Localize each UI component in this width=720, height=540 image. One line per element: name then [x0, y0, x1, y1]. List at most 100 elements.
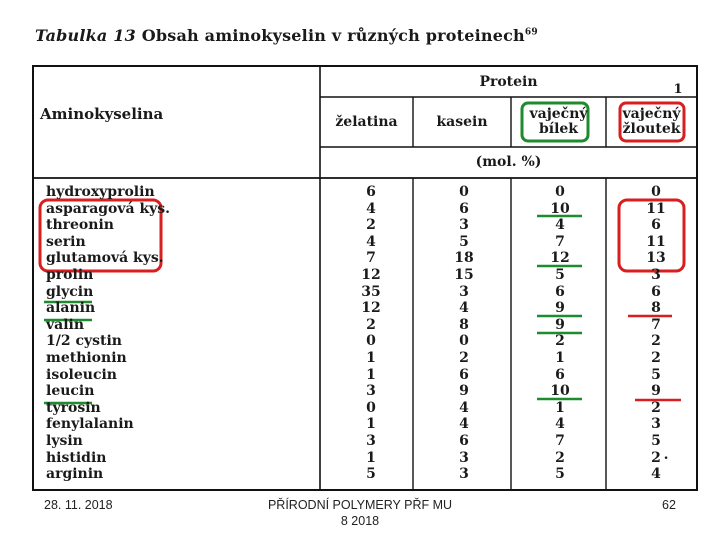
- footer-title-line2: 8 2018: [340, 514, 380, 528]
- table-cell: 7: [555, 433, 565, 449]
- table-cell: 1: [366, 416, 376, 433]
- footer-date: 28. 11. 2018: [44, 498, 113, 512]
- table-cell: 3: [651, 416, 661, 433]
- table-cell: 3: [459, 449, 469, 466]
- table-cell: 6: [555, 366, 565, 383]
- table-cell: 3: [459, 217, 469, 234]
- table-cell: 12: [550, 250, 570, 267]
- row-label: glycin: [46, 283, 94, 300]
- amino-header: Aminokyselina: [40, 105, 164, 123]
- table-cell: 5: [555, 466, 565, 483]
- table-cell: 13: [646, 250, 666, 267]
- row-label: lysin: [46, 433, 83, 449]
- table-cell: 1: [366, 366, 376, 383]
- table-cell: 2: [366, 217, 376, 234]
- red-box-zloutek-values: [617, 198, 686, 273]
- table-cell: 4: [651, 466, 661, 483]
- table-cell: 3: [651, 267, 661, 283]
- row-label: asparagová kys.: [46, 200, 171, 217]
- table-cell: 15: [454, 267, 474, 283]
- table-cell: 8: [651, 300, 661, 317]
- row-label: leucin: [46, 383, 95, 400]
- table-cell: 1: [366, 449, 376, 466]
- col-kasein: kasein: [436, 114, 488, 130]
- protein-header: Protein: [479, 74, 538, 90]
- table-cell: 2: [651, 449, 661, 466]
- table-cell: 6: [651, 217, 661, 234]
- table-cell: 2: [651, 333, 661, 350]
- footer-title: PŘÍRODNÍ POLYMERY PŘF MU 8 2018: [254, 498, 466, 528]
- row-label: serin: [46, 233, 86, 250]
- col-bilek-line2: bílek: [538, 121, 579, 137]
- table-cell: 4: [459, 416, 469, 433]
- table-cell: 0: [459, 333, 469, 350]
- row-label: prolin: [46, 267, 94, 283]
- table-cell: 6: [366, 184, 376, 200]
- col-zelatina: želatina: [335, 114, 398, 130]
- unit-label: (mol. %): [475, 154, 542, 170]
- table-cell: 9: [555, 316, 565, 333]
- col-zloutek-line1: vaječný: [622, 106, 681, 122]
- table-cell: 6: [459, 366, 469, 383]
- table-cell: 3: [459, 283, 469, 300]
- table-cell: 10: [550, 383, 570, 400]
- table-cell: 9: [459, 383, 469, 400]
- table-border: [32, 65, 698, 491]
- table-cell: 3: [366, 433, 376, 449]
- table-cell: 4: [366, 200, 376, 217]
- table-cell: 6: [555, 283, 565, 300]
- table-cell: 4: [555, 416, 565, 433]
- table-cell: 0: [459, 184, 469, 200]
- table-cell: 3: [459, 466, 469, 483]
- table-cell: 9: [651, 383, 661, 400]
- table-cell: 7: [555, 233, 565, 250]
- footer-title-line1: PŘÍRODNÍ POLYMERY PŘF MU: [267, 498, 453, 512]
- table-cell: 5: [459, 233, 469, 250]
- table-cell: 10: [550, 200, 570, 217]
- red-box-names: [38, 198, 163, 273]
- row-label: methionin: [46, 350, 127, 366]
- row-label: isoleucin: [46, 366, 117, 383]
- caption-footnote: 69: [524, 27, 538, 38]
- row-label: hydroxyprolin: [46, 184, 155, 200]
- row-label: arginin: [46, 466, 104, 483]
- col-bilek-line1: vaječný: [529, 106, 588, 122]
- corner-mark: 1: [673, 82, 683, 97]
- table-cell: 1: [555, 399, 565, 416]
- table-cell: 2: [555, 449, 565, 466]
- table-cell: 0: [366, 333, 376, 350]
- table-cell: 6: [459, 200, 469, 217]
- table-cell: 7: [651, 316, 661, 333]
- table-cell: 0: [555, 184, 565, 200]
- table-cell: 5: [651, 433, 661, 449]
- table-cell: 2: [459, 350, 469, 366]
- table-cell: 4: [366, 233, 376, 250]
- table-caption: Tabulka 13 Obsah aminokyselin v různých …: [35, 26, 538, 45]
- table-cell: 0: [366, 399, 376, 416]
- table-cell: 1: [366, 350, 376, 366]
- table-cell: 4: [459, 399, 469, 416]
- caption-text: Obsah aminokyselin v různých proteinech: [141, 26, 525, 45]
- row-label: fenylalanin: [46, 416, 134, 433]
- row-label: 1/2 cystin: [46, 333, 122, 350]
- table-cell: 0: [651, 184, 661, 200]
- table-cell: 2: [651, 399, 661, 416]
- trailing-dot: .: [663, 447, 669, 463]
- row-label: histidin: [46, 449, 107, 466]
- table-cell: 2: [651, 350, 661, 366]
- row-label: valin: [46, 316, 85, 333]
- table-cell: 11: [646, 233, 666, 250]
- table-cell: 3: [366, 383, 376, 400]
- table-cell: 5: [651, 366, 661, 383]
- table-cell: 4: [459, 300, 469, 317]
- footer-page-number: 62: [662, 498, 676, 512]
- red-box-zloutek: [618, 101, 686, 143]
- row-label: threonin: [46, 217, 114, 234]
- table-cell: 5: [366, 466, 376, 483]
- col-zloutek-line2: žloutek: [622, 121, 681, 137]
- row-label: alanin: [46, 300, 96, 317]
- table-cell: 4: [555, 217, 565, 234]
- table-cell: 2: [555, 333, 565, 350]
- table-cell: 18: [454, 250, 474, 267]
